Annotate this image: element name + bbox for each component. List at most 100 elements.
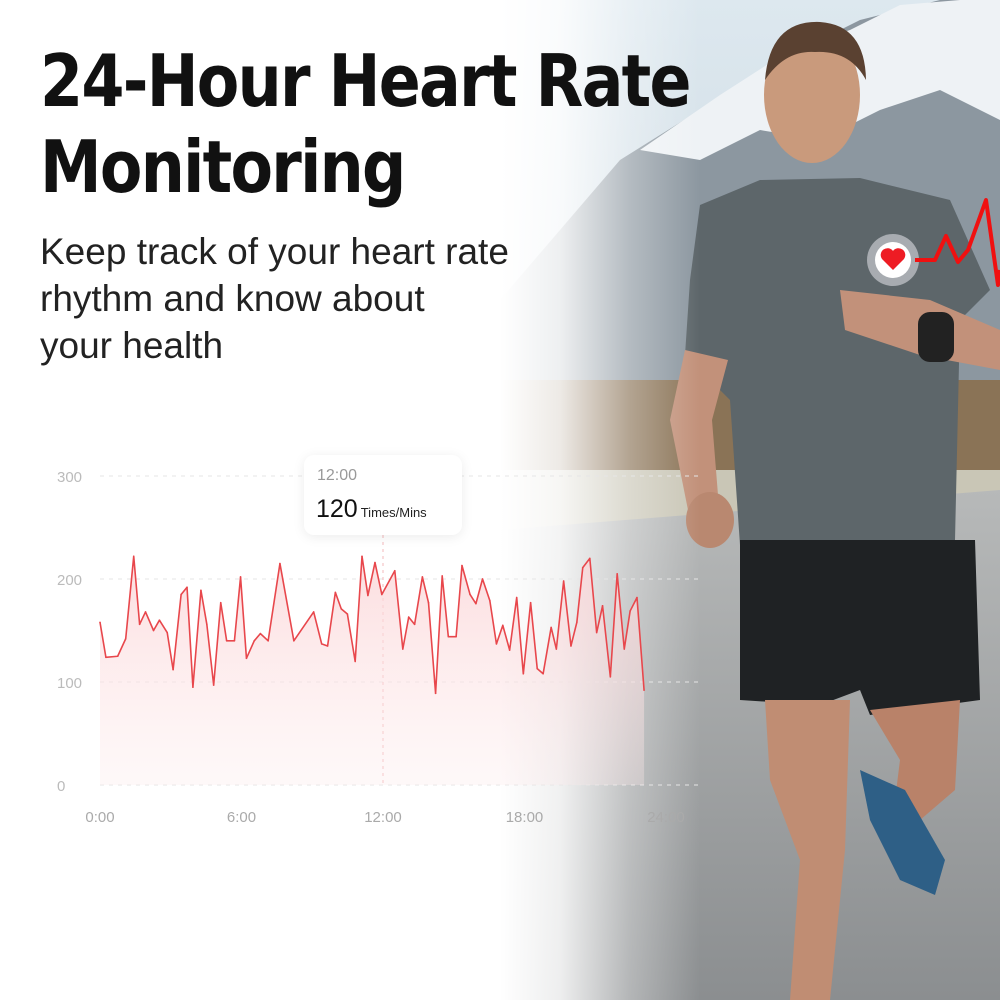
data-point bbox=[629, 610, 631, 612]
headline-line-2: Monitoring bbox=[40, 125, 406, 209]
data-point bbox=[475, 602, 477, 605]
y-tick-label: 100 bbox=[57, 675, 82, 692]
data-point bbox=[326, 645, 329, 647]
data-point bbox=[536, 667, 539, 670]
data-point bbox=[616, 573, 618, 575]
data-point bbox=[192, 686, 194, 688]
data-point bbox=[212, 684, 215, 686]
y-tick-label: 0 bbox=[57, 778, 65, 795]
data-point bbox=[267, 640, 269, 642]
data-point bbox=[99, 621, 101, 624]
data-point bbox=[570, 645, 572, 647]
data-point bbox=[589, 557, 591, 560]
headline-line-1: 24-Hour Heart Rate bbox=[40, 39, 692, 123]
data-point bbox=[595, 631, 598, 634]
data-point bbox=[447, 635, 450, 638]
data-point bbox=[186, 586, 188, 589]
data-point bbox=[495, 643, 498, 645]
data-point bbox=[441, 575, 443, 577]
data-point bbox=[105, 656, 107, 659]
data-point bbox=[407, 616, 410, 618]
data-point bbox=[529, 601, 532, 604]
data-point bbox=[144, 611, 147, 613]
data-point bbox=[413, 623, 416, 626]
chart-tooltip: 12:00 120 Times/Mins bbox=[304, 455, 462, 535]
data-point bbox=[346, 613, 349, 615]
x-tick-label: 24:00 bbox=[647, 809, 685, 826]
data-point bbox=[434, 692, 437, 695]
heart-rate-area bbox=[100, 556, 645, 785]
y-tick-label: 200 bbox=[57, 572, 82, 589]
data-point bbox=[542, 672, 544, 675]
data-point bbox=[609, 676, 612, 678]
data-point bbox=[166, 631, 169, 634]
data-point bbox=[219, 601, 222, 604]
data-point bbox=[334, 591, 337, 594]
data-point bbox=[601, 604, 604, 607]
data-point bbox=[158, 619, 161, 621]
data-point bbox=[172, 668, 174, 671]
subtitle: Keep track of your heart rate rhythm and… bbox=[40, 228, 509, 369]
data-point bbox=[562, 580, 565, 582]
heart-rate-chart: 300 200 100 0 0:00 6:00 12:00 18:00 24:00 bbox=[57, 469, 700, 826]
data-point bbox=[279, 562, 281, 565]
data-point bbox=[354, 660, 356, 663]
data-point bbox=[576, 621, 578, 624]
data-point bbox=[636, 596, 638, 599]
subtitle-line-1: Keep track of your heart rate bbox=[40, 231, 509, 272]
headline: 24-Hour Heart Rate Monitoring bbox=[40, 38, 692, 210]
subtitle-line-2: rhythm and know about bbox=[40, 278, 425, 319]
data-point bbox=[152, 629, 155, 632]
data-point bbox=[643, 689, 645, 692]
y-tick-label: 300 bbox=[57, 469, 82, 486]
data-point bbox=[489, 599, 491, 602]
data-point bbox=[522, 672, 525, 675]
data-point bbox=[581, 566, 584, 569]
data-point bbox=[180, 593, 182, 596]
data-point bbox=[206, 623, 208, 626]
data-point bbox=[469, 593, 471, 596]
data-point bbox=[225, 640, 228, 642]
data-point bbox=[402, 648, 404, 650]
data-point bbox=[508, 649, 511, 651]
data-point bbox=[367, 594, 369, 597]
tooltip-unit: Times/Mins bbox=[360, 505, 427, 520]
data-point bbox=[623, 648, 626, 650]
heart-rate-line bbox=[99, 555, 645, 695]
data-point bbox=[427, 601, 430, 604]
data-point bbox=[124, 637, 127, 640]
tooltip-value: 120 bbox=[316, 495, 358, 523]
data-point bbox=[132, 555, 135, 558]
data-point bbox=[421, 576, 424, 578]
data-point bbox=[340, 608, 343, 610]
x-tick-label: 12:00 bbox=[364, 809, 402, 826]
subtitle-line-3: your health bbox=[40, 325, 224, 366]
data-point bbox=[312, 611, 315, 613]
x-tick-label: 18:00 bbox=[506, 809, 544, 826]
data-point bbox=[550, 626, 552, 629]
data-point bbox=[200, 589, 202, 592]
data-point bbox=[293, 640, 295, 642]
data-point bbox=[481, 578, 484, 580]
data-point bbox=[239, 576, 242, 578]
data-point bbox=[245, 657, 248, 660]
data-point bbox=[233, 640, 236, 642]
data-point bbox=[393, 569, 396, 572]
data-point bbox=[116, 655, 119, 658]
data-point bbox=[515, 596, 518, 599]
data-point bbox=[259, 632, 262, 635]
data-point bbox=[253, 640, 256, 642]
data-point bbox=[138, 623, 141, 626]
data-point bbox=[361, 555, 363, 558]
tooltip-time: 12:00 bbox=[317, 467, 358, 484]
data-point bbox=[555, 648, 558, 650]
data-point bbox=[320, 643, 323, 645]
x-tick-label: 0:00 bbox=[85, 809, 114, 826]
tooltip-value-row: 120 Times/Mins bbox=[316, 495, 427, 524]
x-tick-label: 6:00 bbox=[227, 809, 256, 826]
data-point bbox=[374, 561, 376, 564]
data-point bbox=[455, 635, 457, 638]
data-point bbox=[502, 624, 504, 627]
data-point bbox=[381, 593, 383, 596]
